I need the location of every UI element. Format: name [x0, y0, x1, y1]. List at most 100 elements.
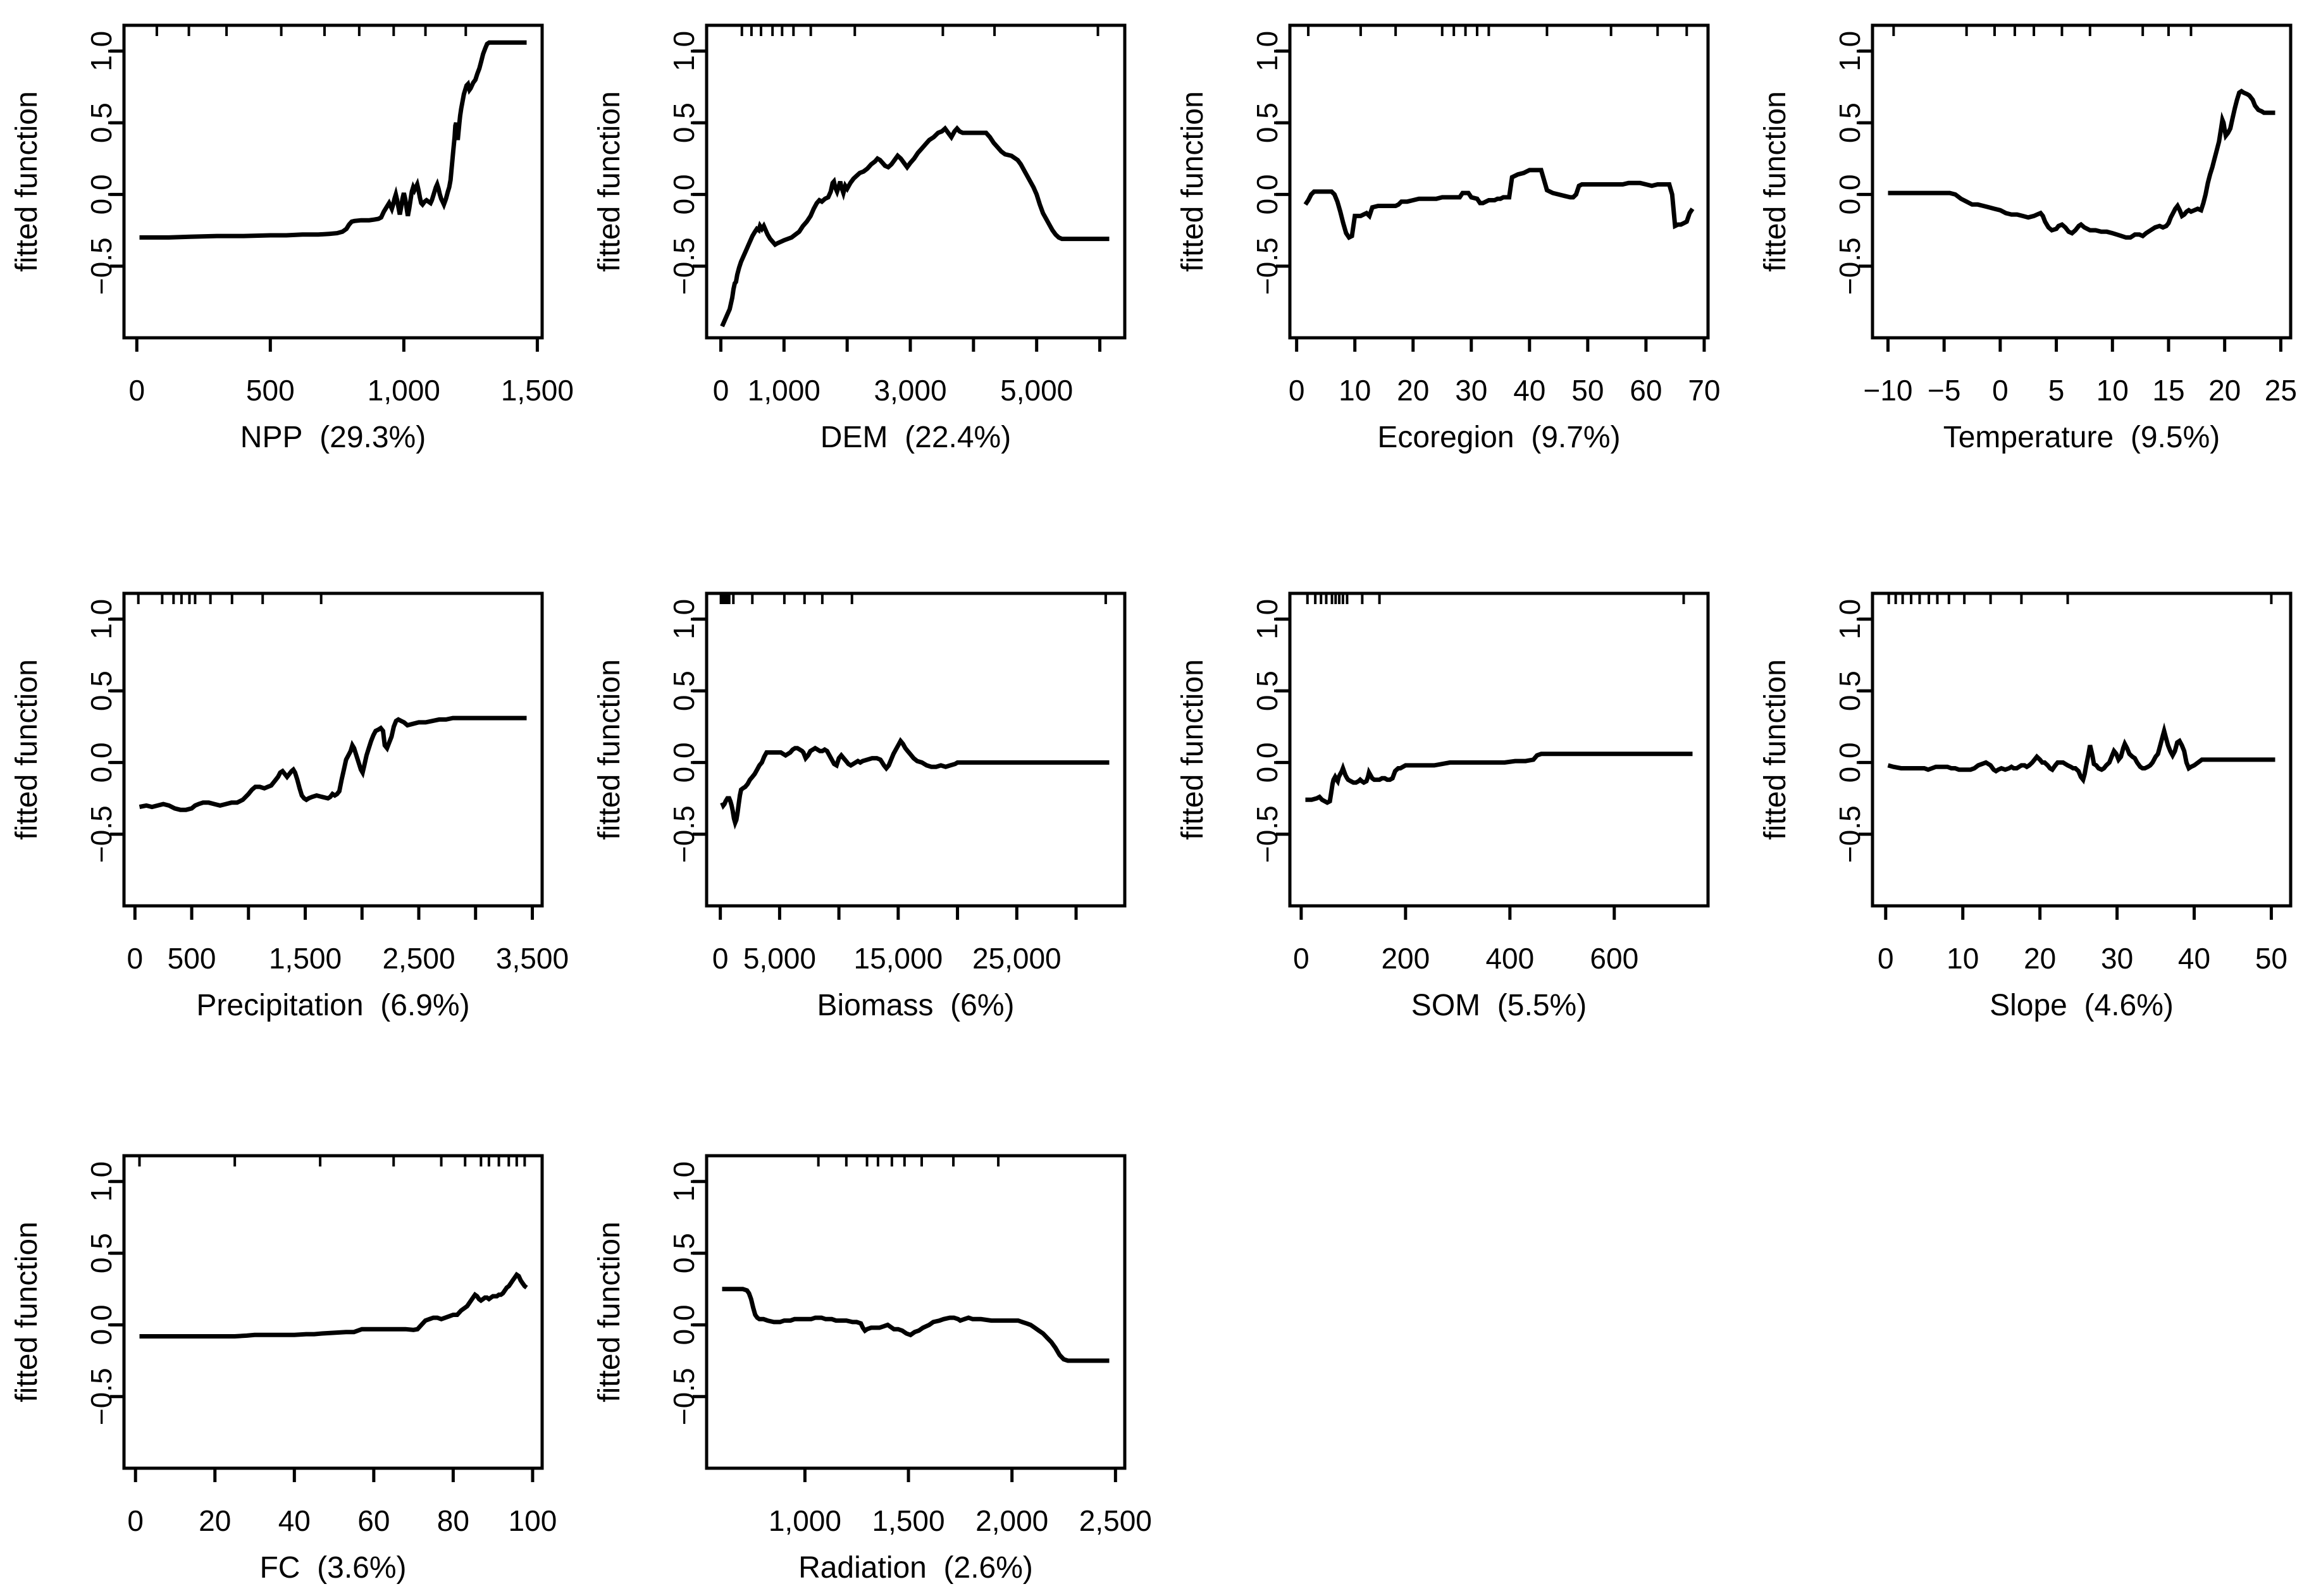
- x-tick-label: 50: [2255, 942, 2287, 975]
- y-tick-label: −0.5: [85, 805, 118, 863]
- y-tick-label: −0.5: [85, 1368, 118, 1425]
- y-tick-label: 1.0: [667, 1161, 700, 1202]
- x-tick-label: 0: [1293, 942, 1309, 975]
- y-tick-label: −0.5: [667, 237, 700, 295]
- plot-box: [705, 23, 1127, 340]
- panel-som: 0 200 400 600 −0.5 0.0 0.5 1.0 fitted function SO…: [1176, 591, 1710, 1022]
- panel-npp: 0 500 1,000 1,500 −0.5 0.0 0.5 1.0 fitted functi…: [10, 23, 574, 454]
- y-tick-label: 0.5: [667, 1233, 700, 1273]
- x-tick-label: 5,000: [1000, 374, 1073, 407]
- x-tick-label: 40: [1513, 374, 1545, 407]
- x-tick-label: 200: [1381, 942, 1430, 975]
- panel-slope: 0 10 20 30 40 50 −0.5 0.0 0.5 1.0 fitted function S…: [1759, 591, 2293, 1022]
- x-tick-label: 0: [1878, 942, 1894, 975]
- y-tick-label: 1.0: [1833, 31, 1866, 71]
- y-tick-label: 0.5: [1251, 102, 1284, 143]
- y-axis-title: fitted function: [593, 659, 626, 840]
- panel-dem: 0 1,000 3,000 5,000 −0.5 0.0 0.5 1.0 fitted func…: [593, 23, 1127, 454]
- y-tick-label: 0.0: [1251, 174, 1284, 214]
- x-tick-label: 2,500: [1079, 1504, 1152, 1537]
- x-tick-label: 500: [246, 374, 295, 407]
- plot-box: [705, 1154, 1127, 1470]
- y-tick-label: 0.0: [1251, 742, 1284, 783]
- y-tick-label: −0.5: [667, 1368, 700, 1425]
- y-tick-label: 0.5: [667, 671, 700, 711]
- y-axis-title: fitted function: [1759, 659, 1792, 840]
- x-axis-title: Biomass (6%): [817, 989, 1014, 1022]
- x-tick-label: −5: [1928, 374, 1960, 407]
- y-tick-label: 0.5: [85, 102, 118, 143]
- y-tick-label: 0.0: [1833, 174, 1866, 214]
- x-tick-label: 2,000: [975, 1504, 1048, 1537]
- x-tick-label: 15,000: [853, 942, 943, 975]
- y-axis-title: fitted function: [1759, 91, 1792, 272]
- y-tick-label: −0.5: [1833, 237, 1866, 295]
- plot-box: [122, 591, 544, 908]
- y-tick-label: 0.0: [1833, 742, 1866, 783]
- x-tick-label: 70: [1688, 374, 1720, 407]
- x-tick-label: 3,000: [874, 374, 946, 407]
- y-tick-label: 0.5: [85, 1233, 118, 1273]
- plot-box: [122, 1154, 544, 1470]
- x-tick-label: 2,500: [382, 942, 455, 975]
- y-tick-label: −0.5: [85, 237, 118, 295]
- x-tick-label: 20: [1397, 374, 1429, 407]
- y-axis-title: fitted function: [10, 659, 44, 840]
- y-axis-title: fitted function: [10, 91, 44, 272]
- x-tick-label: 1,000: [748, 374, 820, 407]
- y-tick-label: 1.0: [667, 599, 700, 640]
- x-tick-label: 25: [2265, 374, 2297, 407]
- panel-precipitation: 0 500 1,500 2,500 3,500 −0.5 0.0 0.5 1.0 fitted f…: [10, 591, 569, 1022]
- x-tick-label: 0: [127, 1504, 144, 1537]
- panel-biomass: 0 5,000 15,000 25,000 −0.5 0.0 0.5 1.0 fitted fu…: [593, 591, 1127, 1022]
- y-tick-label: 0.0: [667, 742, 700, 783]
- x-tick-label: 600: [1590, 942, 1638, 975]
- plot-box: [122, 23, 544, 340]
- fitted-curve: [722, 1287, 1110, 1363]
- fitted-curve: [1305, 752, 1693, 805]
- y-axis-title: fitted function: [1176, 91, 1210, 272]
- y-tick-label: 1.0: [85, 1161, 118, 1202]
- x-tick-label: 80: [437, 1504, 469, 1537]
- x-axis-title: Slope (4.6%): [1990, 989, 2174, 1022]
- x-axis-title: Temperature (9.5%): [1943, 421, 2220, 454]
- fitted-curve: [1888, 89, 2275, 240]
- x-tick-label: 30: [2101, 942, 2133, 975]
- x-tick-label: 0: [128, 374, 145, 407]
- y-axis-title: fitted function: [1176, 659, 1210, 840]
- fitted-curve: [139, 1271, 528, 1339]
- x-tick-label: 5: [2048, 374, 2065, 407]
- plot-box: [1288, 591, 1710, 908]
- y-tick-label: 0.5: [667, 102, 700, 143]
- x-tick-label: 20: [199, 1504, 231, 1537]
- y-tick-label: 1.0: [667, 31, 700, 71]
- plot-box: [1288, 23, 1710, 340]
- y-tick-label: 0.0: [85, 1304, 118, 1345]
- plot-box: [1871, 23, 2293, 340]
- y-tick-label: −0.5: [1251, 237, 1284, 295]
- x-tick-label: 40: [2178, 942, 2210, 975]
- fitted-curve: [1303, 168, 1695, 240]
- y-tick-label: 0.5: [1833, 102, 1866, 143]
- plot-box: [1871, 591, 2293, 908]
- panel-radiation: 1,000 1,500 2,000 2,500 −0.5 0.0 0.5 1.0 fitted …: [593, 1154, 1152, 1585]
- panel-fc: 0 20 40 60 80 100 −0.5 0.0 0.5 1.0 fitted function…: [10, 1154, 557, 1585]
- y-tick-label: 0.0: [667, 174, 700, 214]
- x-tick-label: 1,500: [501, 374, 574, 407]
- y-tick-label: 0.5: [1251, 671, 1284, 711]
- plot-box: [705, 591, 1127, 908]
- panel-temperature: −10 −5 0 5 10 15 20 25 −0.5 0.0 0.5 1.0 fitted funct…: [1759, 23, 2297, 454]
- y-tick-label: −0.5: [1833, 805, 1866, 863]
- y-tick-label: −0.5: [1251, 805, 1284, 863]
- x-axis-title: SOM (5.5%): [1411, 989, 1587, 1022]
- fitted-curve: [720, 737, 1110, 830]
- x-tick-label: 60: [1630, 374, 1662, 407]
- x-tick-label: 20: [2208, 374, 2241, 407]
- x-axis-title: FC (3.6%): [259, 1551, 406, 1585]
- fitted-curve: [139, 715, 527, 812]
- x-tick-label: 0: [1992, 374, 2009, 407]
- x-tick-label: 30: [1455, 374, 1487, 407]
- x-tick-label: 10: [1947, 942, 1979, 975]
- x-tick-label: 60: [357, 1504, 390, 1537]
